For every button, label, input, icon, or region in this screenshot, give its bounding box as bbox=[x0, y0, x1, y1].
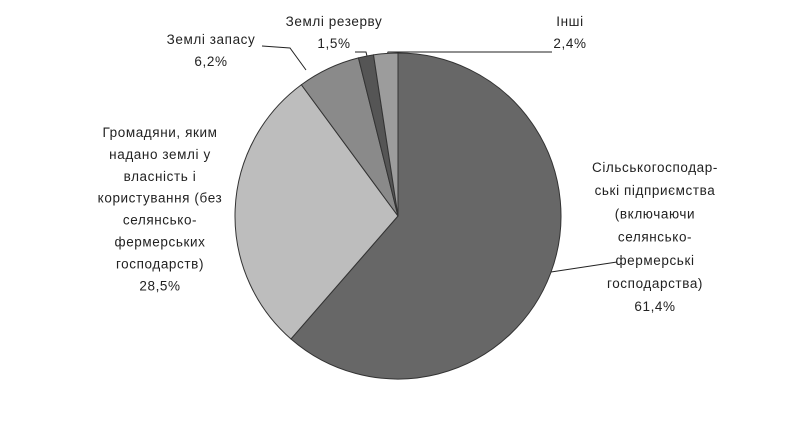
pie-slice bbox=[234, 84, 399, 340]
value-label: 28,5% bbox=[139, 278, 180, 293]
slice-label: Громадяни, яким надано землі у власність і… bbox=[98, 125, 223, 271]
slice-label: Землі запасу bbox=[167, 32, 256, 47]
pie-slice bbox=[372, 52, 399, 217]
slice-label: Землі резерву bbox=[286, 14, 383, 29]
value-label: 1,5% bbox=[317, 36, 350, 51]
leader-line bbox=[550, 261, 618, 273]
value-label: 61,4% bbox=[634, 299, 675, 314]
value-label: 6,2% bbox=[194, 54, 227, 69]
leader-line bbox=[261, 45, 307, 71]
value-label: 2,4% bbox=[553, 36, 586, 51]
slice-label: Сільськогосподар-ські підприємства (включ… bbox=[592, 160, 718, 291]
pie-slice bbox=[290, 52, 562, 380]
slice-label: Інші bbox=[556, 14, 583, 29]
